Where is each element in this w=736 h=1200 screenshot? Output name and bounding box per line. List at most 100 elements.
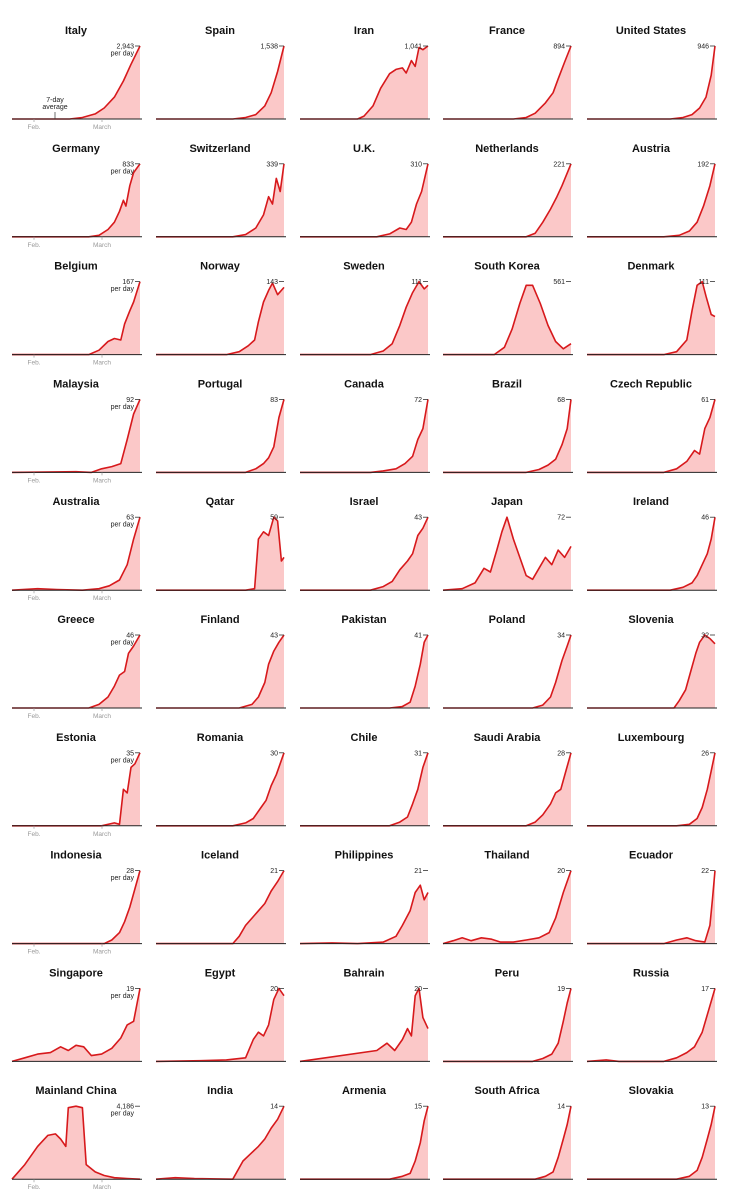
chart-panel: Iran 1,041 bbox=[300, 25, 430, 120]
area-fill bbox=[156, 399, 284, 473]
peak-label: 46 bbox=[701, 515, 709, 522]
area-fill bbox=[156, 635, 284, 708]
axis-tick-label: Feb. bbox=[27, 831, 40, 838]
chart-panel: Chile 31 bbox=[300, 732, 430, 827]
area-fill bbox=[587, 752, 715, 826]
peak-label: 43 bbox=[270, 633, 278, 640]
area-fill bbox=[443, 870, 571, 944]
peak-label: 32 bbox=[701, 633, 709, 640]
peak-label: 143 bbox=[266, 279, 278, 286]
area-fill bbox=[587, 281, 715, 355]
peak-label: 20 bbox=[414, 986, 422, 993]
peak-label: 111 bbox=[698, 279, 709, 286]
axis-tick-label: March bbox=[93, 713, 111, 720]
series-line bbox=[587, 1106, 716, 1180]
peak-label: 19 bbox=[557, 986, 565, 993]
chart-panel: Austria 192 bbox=[587, 143, 717, 238]
peak-label: 72 bbox=[414, 397, 422, 404]
area-fill bbox=[300, 281, 428, 355]
panel-title: Saudi Arabia bbox=[474, 732, 542, 744]
peak-label: 68 bbox=[557, 397, 565, 404]
peak-label: 63 bbox=[126, 515, 134, 522]
chart-panel: Finland 43 bbox=[156, 614, 286, 709]
area-fill bbox=[300, 517, 428, 591]
panel-title: Iran bbox=[354, 25, 374, 37]
panel-title: Poland bbox=[489, 614, 526, 626]
peak-unit-label: per day bbox=[111, 522, 135, 529]
panel-title: Greece bbox=[57, 614, 94, 626]
series-line bbox=[156, 752, 285, 827]
panel-title: Singapore bbox=[49, 967, 103, 979]
peak-label: 21 bbox=[270, 868, 278, 875]
area-fill bbox=[587, 399, 715, 473]
chart-panel: Philippines 21 bbox=[299, 850, 430, 945]
panel-title: Japan bbox=[491, 496, 523, 508]
area-fill bbox=[156, 163, 284, 237]
peak-unit-label: per day bbox=[111, 1111, 135, 1118]
peak-label: 894 bbox=[553, 44, 565, 51]
series-line bbox=[443, 399, 572, 474]
panel-title: Pakistan bbox=[341, 614, 387, 626]
peak-label: 34 bbox=[557, 633, 565, 640]
chart-panel: Denmark 111 bbox=[587, 261, 717, 356]
peak-unit-label: per day bbox=[111, 875, 135, 882]
panel-title: Austria bbox=[632, 143, 671, 155]
panel-title: Egypt bbox=[205, 967, 236, 979]
series-line bbox=[300, 634, 429, 709]
peak-unit-label: per day bbox=[111, 286, 135, 293]
panel-title: Brazil bbox=[492, 378, 522, 390]
peak-label: 339 bbox=[266, 161, 278, 168]
area-fill bbox=[443, 635, 571, 708]
series-line bbox=[443, 752, 572, 827]
chart-panel: Ireland 46 bbox=[587, 496, 717, 591]
area-fill bbox=[587, 870, 715, 944]
area-fill bbox=[300, 635, 428, 708]
series-line bbox=[156, 870, 285, 945]
panel-title: Norway bbox=[200, 261, 241, 273]
area-fill bbox=[12, 46, 140, 119]
series-line bbox=[586, 988, 716, 1063]
panel-title: United States bbox=[616, 25, 686, 37]
area-fill bbox=[12, 1106, 140, 1180]
panel-title: Italy bbox=[65, 25, 88, 37]
peak-label: 13 bbox=[701, 1104, 709, 1111]
series-line bbox=[587, 517, 716, 591]
peak-unit-label: per day bbox=[111, 168, 135, 175]
peak-label: 28 bbox=[126, 868, 134, 875]
area-fill bbox=[156, 517, 284, 591]
chart-panel: Pakistan 41 bbox=[300, 614, 430, 709]
chart-panel: Russia 17 bbox=[586, 967, 717, 1063]
chart-panel: Armenia 15 bbox=[300, 1085, 430, 1180]
panel-title: Mainland China bbox=[35, 1085, 117, 1097]
chart-panel: Luxembourg 26 bbox=[587, 732, 717, 827]
area-fill bbox=[12, 752, 140, 826]
peak-label: 221 bbox=[553, 161, 565, 168]
panel-title: Denmark bbox=[627, 261, 675, 273]
chart-panel: Israel 43 bbox=[300, 496, 430, 591]
axis-tick-label: March bbox=[93, 360, 111, 367]
peak-label: 92 bbox=[126, 397, 134, 404]
chart-panel: Sweden 111 bbox=[300, 261, 430, 356]
series-line bbox=[12, 752, 141, 827]
series-line bbox=[156, 399, 285, 474]
area-fill bbox=[12, 988, 140, 1062]
chart-panel: Iceland 21 bbox=[156, 850, 286, 945]
area-fill bbox=[12, 517, 140, 591]
chart-panel: Slovakia 13 bbox=[587, 1085, 717, 1180]
area-fill bbox=[587, 46, 715, 119]
panel-title: Qatar bbox=[206, 496, 235, 508]
peak-label: 35 bbox=[126, 750, 134, 757]
panel-title: Bahrain bbox=[344, 967, 385, 979]
peak-label: 111 bbox=[411, 279, 422, 286]
series-line bbox=[443, 284, 572, 356]
area-fill bbox=[587, 1106, 715, 1180]
chart-panel: Ecuador 22 bbox=[587, 850, 717, 945]
panel-title: Thailand bbox=[484, 850, 529, 862]
chart-panel: South Africa 14 bbox=[443, 1085, 573, 1180]
